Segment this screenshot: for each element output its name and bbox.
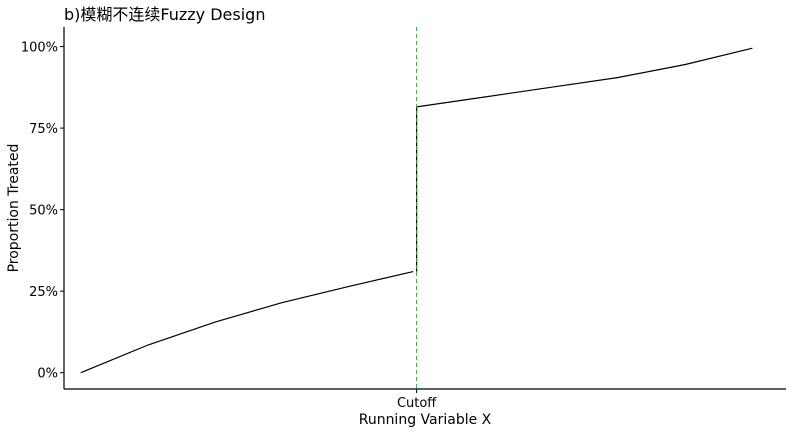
y-tick-label: 0% xyxy=(37,367,58,382)
y-tick-label: 50% xyxy=(29,204,58,219)
y-axis-label: Proportion Treated xyxy=(6,144,22,273)
x-axis-label: Running Variable X xyxy=(359,412,492,428)
y-tick-label: 25% xyxy=(29,285,58,300)
y-tick-label: 100% xyxy=(21,41,58,56)
x-axis-ticks: Cutoff xyxy=(397,389,437,411)
x-tick-label: Cutoff xyxy=(397,396,437,411)
series-line-2 xyxy=(416,47,753,108)
plot-area xyxy=(80,27,753,389)
y-tick-label: 75% xyxy=(29,122,58,137)
series-line-1 xyxy=(80,271,414,374)
y-axis-ticks: 0% 25% 50% 75% 100% xyxy=(21,41,64,382)
chart-title: b)模糊不连续Fuzzy Design xyxy=(64,5,265,24)
